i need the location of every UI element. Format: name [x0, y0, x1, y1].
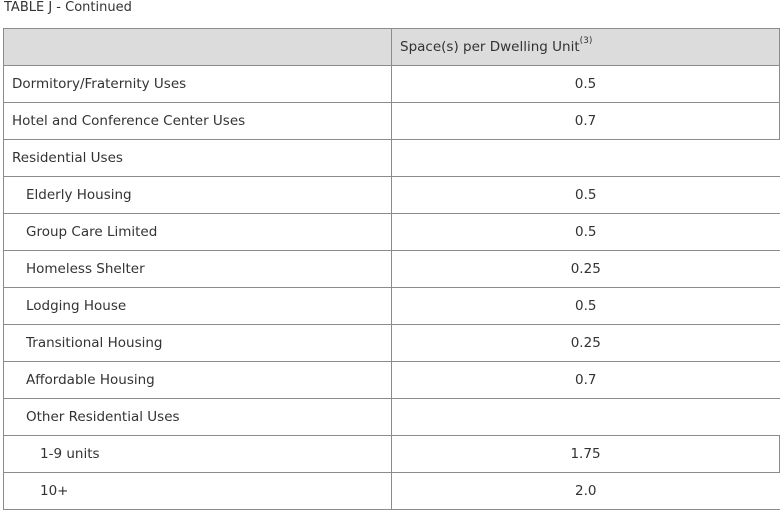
use-label: Affordable Housing	[3, 361, 392, 399]
table-row: 10+ 2.0	[3, 472, 780, 510]
table-row: Homeless Shelter 0.25	[3, 250, 780, 288]
header-cell-spaces: Space(s) per Dwelling Unit(3)	[391, 28, 780, 66]
table-row: Group Care Limited 0.5	[3, 213, 780, 251]
spaces-value: 0.5	[391, 287, 780, 325]
header-row: Space(s) per Dwelling Unit(3)	[3, 28, 780, 66]
spaces-value	[391, 139, 780, 177]
spaces-value: 0.5	[391, 176, 780, 214]
spaces-value: 0.25	[391, 250, 780, 288]
table-row: 1-9 units 1.75	[3, 435, 780, 473]
use-label: Residential Uses	[3, 139, 392, 177]
use-label: Homeless Shelter	[3, 250, 392, 288]
use-label: Lodging House	[3, 287, 392, 325]
spaces-value: 0.5	[391, 65, 780, 103]
use-label: 10+	[3, 472, 392, 510]
use-label: Group Care Limited	[3, 213, 392, 251]
table-row: Other Residential Uses	[3, 398, 780, 436]
parking-requirements-table: Space(s) per Dwelling Unit(3) Dormitory/…	[3, 28, 780, 510]
table-caption: TABLE J - Continued	[4, 0, 132, 15]
table-row: Residential Uses	[3, 139, 780, 177]
table-row: Elderly Housing 0.5	[3, 176, 780, 214]
table-row: Transitional Housing 0.25	[3, 324, 780, 362]
spaces-value: 1.75	[391, 435, 780, 473]
table-row: Lodging House 0.5	[3, 287, 780, 325]
table-row: Dormitory/Fraternity Uses 0.5	[3, 65, 780, 103]
spaces-value: 0.5	[391, 213, 780, 251]
table-header: Space(s) per Dwelling Unit(3)	[3, 28, 780, 66]
table-row: Hotel and Conference Center Uses 0.7	[3, 102, 780, 140]
spaces-value: 2.0	[391, 472, 780, 510]
header-spaces-label: Space(s) per Dwelling Unit	[400, 39, 580, 55]
use-label: Dormitory/Fraternity Uses	[3, 65, 392, 103]
header-cell-use	[3, 28, 392, 66]
spaces-value	[391, 398, 780, 436]
use-label: Other Residential Uses	[3, 398, 392, 436]
spaces-value: 0.7	[391, 361, 780, 399]
use-label: Elderly Housing	[3, 176, 392, 214]
header-footnote-ref: (3)	[579, 36, 593, 46]
table-row: Affordable Housing 0.7	[3, 361, 780, 399]
spaces-value: 0.7	[391, 102, 780, 140]
use-label: Transitional Housing	[3, 324, 392, 362]
use-label: Hotel and Conference Center Uses	[3, 102, 392, 140]
spaces-value: 0.25	[391, 324, 780, 362]
use-label: 1-9 units	[3, 435, 392, 473]
